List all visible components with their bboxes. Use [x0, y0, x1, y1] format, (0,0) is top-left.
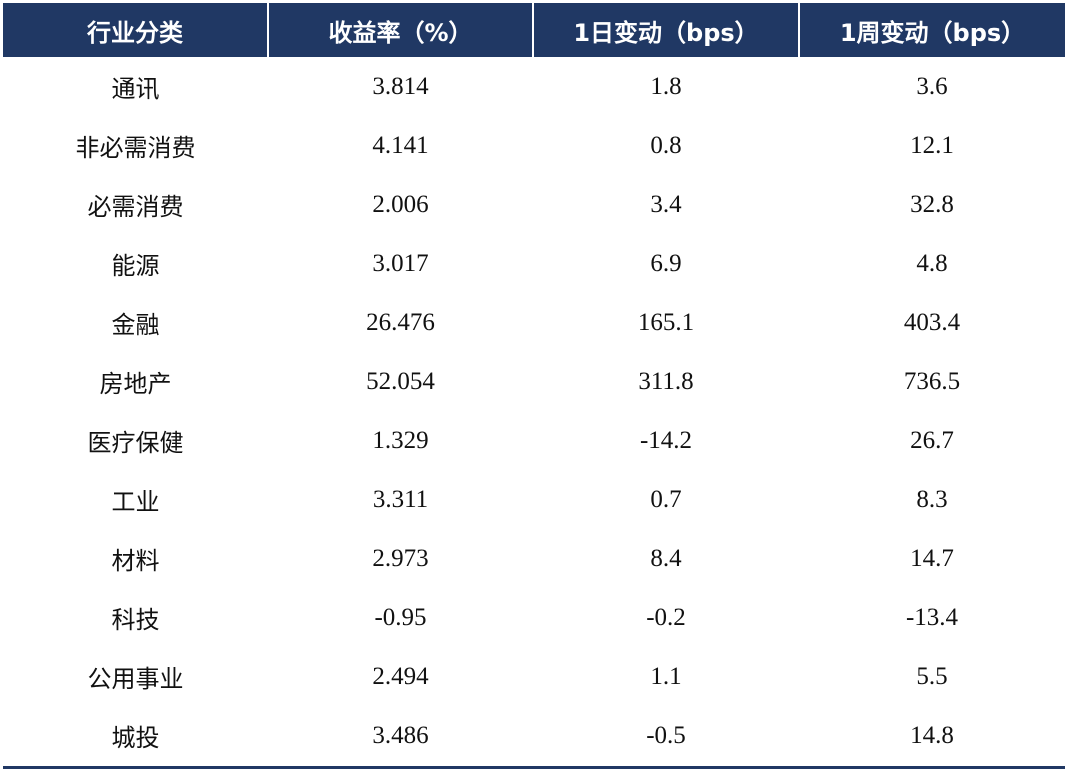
sector-cell: 通讯 — [111, 75, 160, 103]
yield-cell: 2.006 — [372, 190, 429, 218]
sector-cell: 非必需消费 — [75, 134, 196, 162]
sector-cell: 金融 — [111, 311, 160, 339]
header-yield: 收益率（%） — [268, 3, 534, 57]
change-1d-cell: 311.8 — [638, 367, 694, 395]
sector-cell: 必需消费 — [87, 193, 184, 221]
change-1w-cell: 4.8 — [916, 249, 948, 277]
change-1w-cell: 26.7 — [910, 426, 954, 454]
change-1d-cell: 1.8 — [650, 72, 682, 100]
change-1w-cell: 32.8 — [910, 190, 954, 218]
yield-cell: 26.476 — [366, 308, 435, 336]
table-row: 科技 -0.95 -0.2 -13.4 — [3, 588, 1065, 647]
change-1w-cell: 3.6 — [916, 72, 948, 100]
change-1w-cell: 14.8 — [910, 721, 954, 749]
sector-cell: 科技 — [111, 606, 160, 634]
change-1d-cell: 6.9 — [650, 249, 682, 277]
change-1d-cell: -14.2 — [639, 426, 693, 454]
sector-cell: 工业 — [111, 488, 160, 516]
table-body: 通讯 3.814 1.8 3.6 非必需消费 4.141 0.8 12.1 必需消费 2.006 3… — [3, 57, 1065, 765]
change-1d-cell: 165.1 — [637, 308, 695, 336]
header-1d-change: 1日变动（bps） — [533, 3, 800, 57]
yield-cell: 3.017 — [372, 249, 429, 277]
yield-cell: -0.95 — [374, 603, 427, 631]
sector-cell: 医疗保健 — [87, 429, 184, 457]
sector-cell: 材料 — [111, 547, 160, 575]
header-row: 行业分类 收益率（%） 1日变动（bps） 1周变动（bps） — [3, 3, 1065, 57]
table-row: 工业 3.311 0.7 8.3 — [3, 470, 1065, 529]
sector-cell: 公用事业 — [87, 665, 184, 693]
sector-cell: 能源 — [111, 252, 160, 280]
sector-yield-table: 行业分类 收益率（%） 1日变动（bps） 1周变动（bps） 通讯 3.814 1… — [3, 3, 1065, 765]
change-1d-cell: -0.5 — [646, 721, 686, 749]
yield-cell: 3.814 — [372, 72, 429, 100]
header-1w-change: 1周变动（bps） — [799, 3, 1065, 57]
change-1w-cell: 5.5 — [916, 662, 948, 690]
change-1w-cell: -13.4 — [905, 603, 959, 631]
table-row: 公用事业 2.494 1.1 5.5 — [3, 647, 1065, 706]
sector-yield-table-container: 行业分类 收益率（%） 1日变动（bps） 1周变动（bps） 通讯 3.814 1… — [3, 3, 1065, 765]
change-1d-cell: 0.8 — [650, 131, 682, 159]
change-1d-cell: -0.2 — [646, 603, 686, 631]
change-1w-cell: 403.4 — [903, 308, 961, 336]
yield-cell: 2.973 — [372, 544, 429, 572]
sector-cell: 房地产 — [99, 370, 172, 398]
change-1w-cell: 8.3 — [916, 485, 948, 513]
yield-cell: 4.141 — [372, 131, 429, 159]
change-1w-cell: 736.5 — [903, 367, 961, 395]
table-row: 通讯 3.814 1.8 3.6 — [3, 57, 1065, 116]
table-header: 行业分类 收益率（%） 1日变动（bps） 1周变动（bps） — [3, 3, 1065, 57]
header-sector: 行业分类 — [3, 3, 269, 57]
change-1d-cell: 1.1 — [650, 662, 682, 690]
table-row: 房地产 52.054 311.8 736.5 — [3, 352, 1065, 411]
yield-cell: 1.329 — [372, 426, 429, 454]
table-row: 材料 2.973 8.4 14.7 — [3, 529, 1065, 588]
change-1w-cell: 12.1 — [910, 131, 954, 159]
table-bottom-rule — [3, 766, 1065, 769]
change-1d-cell: 3.4 — [650, 190, 682, 218]
table-row: 非必需消费 4.141 0.8 12.1 — [3, 116, 1065, 175]
table-row: 金融 26.476 165.1 403.4 — [3, 293, 1065, 352]
yield-cell: 3.311 — [372, 485, 429, 513]
yield-cell: 3.486 — [372, 721, 429, 749]
sector-cell: 城投 — [111, 724, 160, 752]
yield-cell: 52.054 — [366, 367, 435, 395]
table-row: 医疗保健 1.329 -14.2 26.7 — [3, 411, 1065, 470]
table-row: 城投 3.486 -0.5 14.8 — [3, 706, 1065, 765]
yield-cell: 2.494 — [372, 662, 429, 690]
table-row: 必需消费 2.006 3.4 32.8 — [3, 175, 1065, 234]
table-row: 能源 3.017 6.9 4.8 — [3, 234, 1065, 293]
change-1d-cell: 8.4 — [650, 544, 682, 572]
change-1d-cell: 0.7 — [650, 485, 682, 513]
change-1w-cell: 14.7 — [910, 544, 954, 572]
